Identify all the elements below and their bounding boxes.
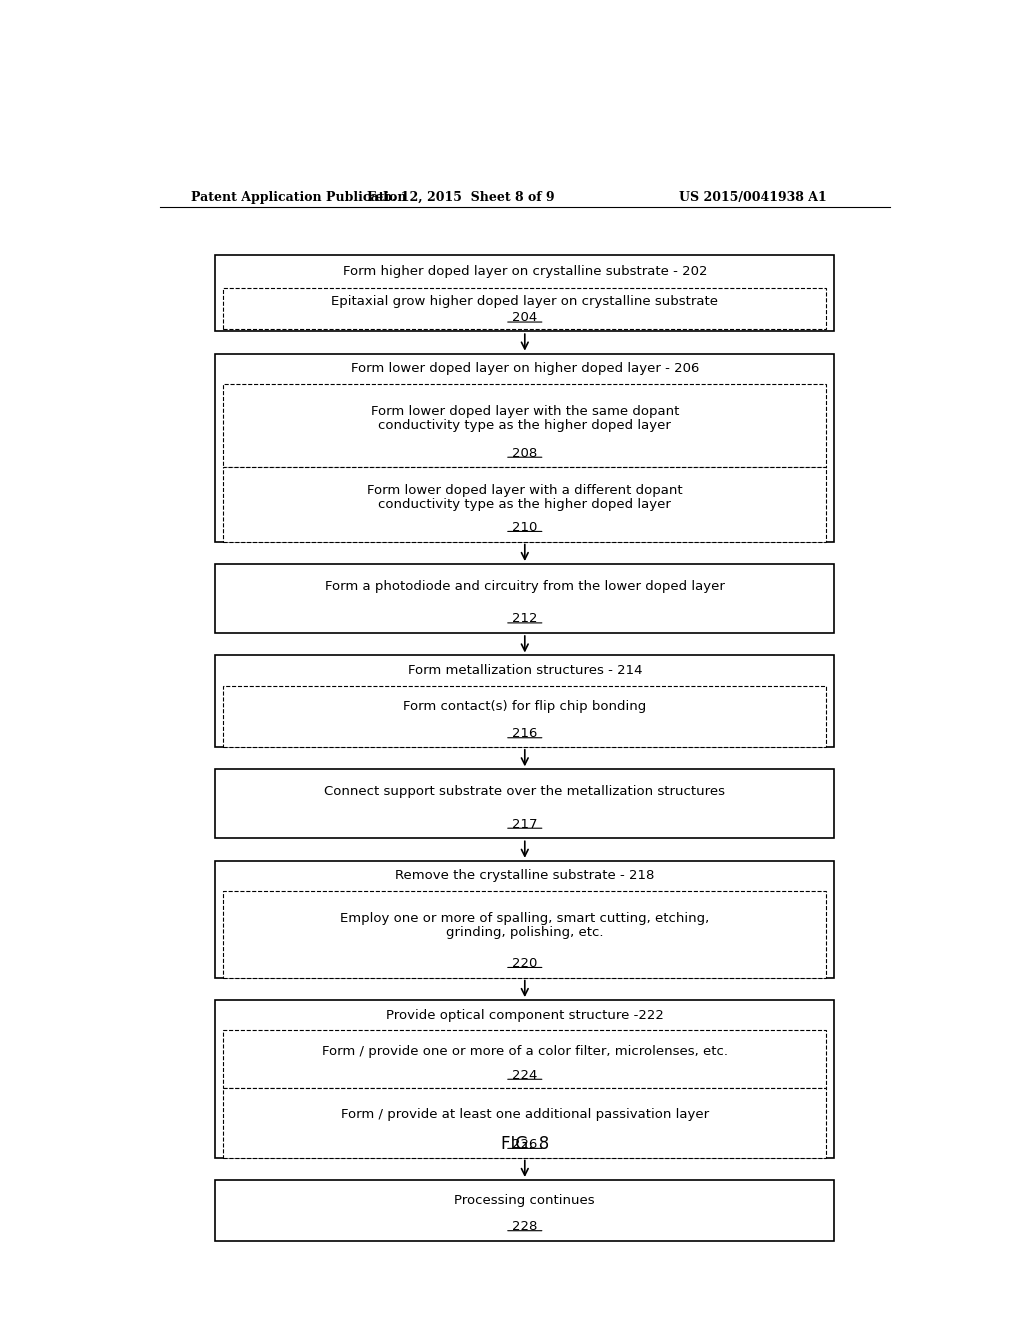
Text: Connect support substrate over the metallization structures: Connect support substrate over the metal… <box>325 785 725 799</box>
FancyBboxPatch shape <box>215 354 835 541</box>
FancyBboxPatch shape <box>223 467 826 541</box>
Text: Form metallization structures - 214: Form metallization structures - 214 <box>408 664 642 677</box>
Text: Form lower doped layer with a different dopant: Form lower doped layer with a different … <box>367 483 683 496</box>
FancyBboxPatch shape <box>223 1089 826 1158</box>
FancyBboxPatch shape <box>215 255 835 331</box>
Text: Form / provide at least one additional passivation layer: Form / provide at least one additional p… <box>341 1109 709 1121</box>
Text: 216: 216 <box>512 727 538 741</box>
Text: 204: 204 <box>512 312 538 325</box>
FancyBboxPatch shape <box>223 686 826 747</box>
Text: 226: 226 <box>512 1138 538 1151</box>
Text: Remove the crystalline substrate - 218: Remove the crystalline substrate - 218 <box>395 870 654 883</box>
Text: conductivity type as the higher doped layer: conductivity type as the higher doped la… <box>378 498 672 511</box>
Text: 220: 220 <box>512 957 538 970</box>
Text: 217: 217 <box>512 817 538 830</box>
Text: 212: 212 <box>512 612 538 626</box>
FancyBboxPatch shape <box>223 1031 826 1089</box>
Text: Form contact(s) for flip chip bonding: Form contact(s) for flip chip bonding <box>403 700 646 713</box>
FancyBboxPatch shape <box>215 770 835 838</box>
Text: 224: 224 <box>512 1069 538 1081</box>
Text: US 2015/0041938 A1: US 2015/0041938 A1 <box>679 190 826 203</box>
Text: 208: 208 <box>512 446 538 459</box>
Text: 228: 228 <box>512 1220 538 1233</box>
Text: Employ one or more of spalling, smart cutting, etching,: Employ one or more of spalling, smart cu… <box>340 912 710 924</box>
Text: Form a photodiode and circuitry from the lower doped layer: Form a photodiode and circuitry from the… <box>325 579 725 593</box>
FancyBboxPatch shape <box>223 384 826 467</box>
Text: Processing continues: Processing continues <box>455 1193 595 1206</box>
FancyBboxPatch shape <box>215 861 835 978</box>
Text: Feb. 12, 2015  Sheet 8 of 9: Feb. 12, 2015 Sheet 8 of 9 <box>368 190 555 203</box>
FancyBboxPatch shape <box>215 1001 835 1158</box>
FancyBboxPatch shape <box>215 1180 835 1241</box>
FancyBboxPatch shape <box>215 564 835 634</box>
Text: Form lower doped layer on higher doped layer - 206: Form lower doped layer on higher doped l… <box>350 362 699 375</box>
FancyBboxPatch shape <box>215 656 835 747</box>
FancyBboxPatch shape <box>223 891 826 978</box>
Text: Epitaxial grow higher doped layer on crystalline substrate: Epitaxial grow higher doped layer on cry… <box>332 296 718 308</box>
Text: FIG. 8: FIG. 8 <box>501 1135 549 1154</box>
FancyBboxPatch shape <box>223 289 826 329</box>
Text: Patent Application Publication: Patent Application Publication <box>191 190 407 203</box>
Text: 210: 210 <box>512 521 538 533</box>
Text: Form / provide one or more of a color filter, microlenses, etc.: Form / provide one or more of a color fi… <box>322 1045 728 1057</box>
Text: grinding, polishing, etc.: grinding, polishing, etc. <box>446 925 603 939</box>
Text: conductivity type as the higher doped layer: conductivity type as the higher doped la… <box>378 420 672 432</box>
Text: Form higher doped layer on crystalline substrate - 202: Form higher doped layer on crystalline s… <box>343 265 707 279</box>
Text: Provide optical component structure -222: Provide optical component structure -222 <box>386 1008 664 1022</box>
Text: Form lower doped layer with the same dopant: Form lower doped layer with the same dop… <box>371 405 679 418</box>
